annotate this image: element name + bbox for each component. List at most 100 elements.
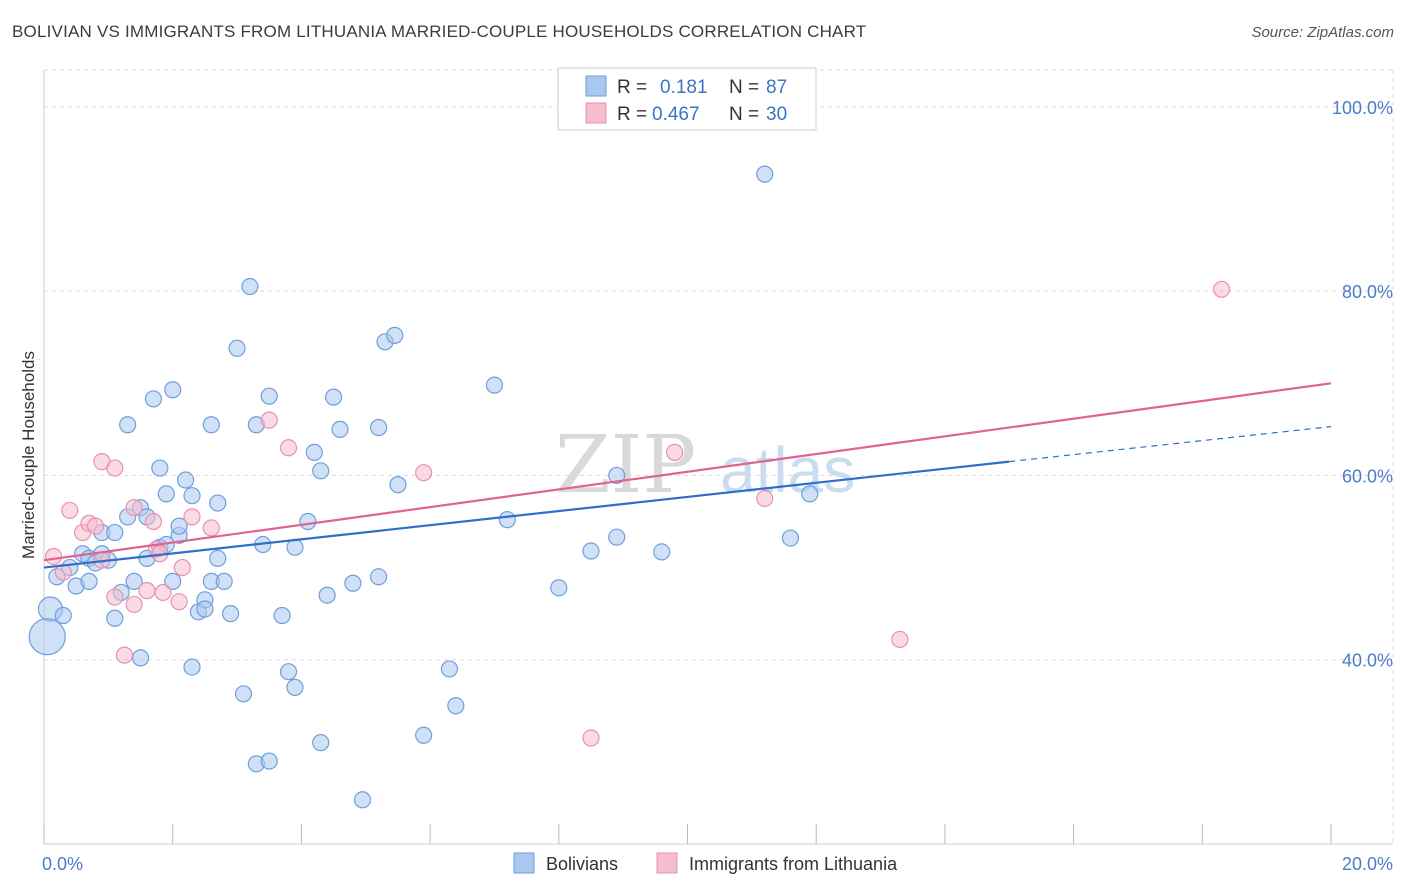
point-bolivians-79 xyxy=(653,543,671,561)
point-lithuania-0 xyxy=(45,547,63,566)
point-bolivians-13 xyxy=(106,523,124,542)
point-lithuania-11 xyxy=(125,595,143,614)
x-tick-label-1: 20.0% xyxy=(1342,854,1393,874)
point-bolivians-32 xyxy=(176,471,195,489)
point-bolivians-27 xyxy=(157,485,175,503)
point-bolivians-53 xyxy=(279,663,298,681)
point-lithuania-18 xyxy=(170,593,188,611)
legend-n-label-2: N = xyxy=(729,104,759,125)
point-bolivians-33 xyxy=(183,487,201,505)
legend-bottom-swatch-bolivians xyxy=(513,852,535,874)
point-lithuania-22 xyxy=(260,411,278,429)
point-bolivians-29 xyxy=(164,381,182,399)
point-bolivians-71 xyxy=(440,660,459,678)
legend-swatch-lithuania xyxy=(585,102,607,124)
data-points xyxy=(28,165,1231,809)
legend-top: R = 0.181 N = 87 R = 0.467 N = 30 xyxy=(557,67,817,131)
point-bolivians-2 xyxy=(54,606,72,625)
point-bolivians-42 xyxy=(215,572,233,590)
legend-r-value-1: 0.181 xyxy=(660,77,708,98)
watermark-zip: ZIP xyxy=(555,418,696,511)
x-tick-label-0: 0.0% xyxy=(42,854,83,874)
point-bolivians-59 xyxy=(312,734,330,752)
point-bolivians-52 xyxy=(273,606,291,625)
point-bolivians-76 xyxy=(582,542,600,560)
source-label: Source: ZipAtlas.com xyxy=(1251,24,1394,41)
point-bolivians-60 xyxy=(318,586,336,604)
point-bolivians-20 xyxy=(131,649,150,667)
point-bolivians-54 xyxy=(286,678,304,696)
trend-line-lithuania xyxy=(43,382,1332,562)
point-bolivians-44 xyxy=(228,339,246,357)
point-bolivians-50 xyxy=(260,387,278,405)
point-lithuania-1 xyxy=(54,563,72,581)
point-bolivians-34 xyxy=(183,658,201,676)
point-bolivians-66 xyxy=(370,568,388,586)
point-lithuania-29 xyxy=(1213,280,1231,298)
point-lithuania-17 xyxy=(154,583,172,602)
point-bolivians-63 xyxy=(344,574,362,592)
legend-r-label-1: R = xyxy=(617,77,647,98)
point-bolivians-73 xyxy=(485,376,504,394)
point-bolivians-58 xyxy=(312,462,330,480)
point-bolivians-69 xyxy=(389,476,407,494)
point-bolivians-77 xyxy=(608,466,626,485)
point-lithuania-27 xyxy=(756,489,774,508)
point-bolivians-40 xyxy=(209,494,227,512)
point-bolivians-68 xyxy=(386,326,404,344)
point-bolivians-41 xyxy=(209,549,227,567)
point-bolivians-62 xyxy=(331,420,349,438)
y-axis-label: Married-couple Households xyxy=(19,351,38,559)
axis-ticks: 40.0% 60.0% 80.0% 100.0% 0.0% 20.0% xyxy=(42,98,1393,874)
point-lithuania-28 xyxy=(891,630,909,649)
legend-n-value-1: 87 xyxy=(766,77,787,98)
point-bolivians-43 xyxy=(222,605,240,623)
point-bolivians-70 xyxy=(415,726,433,744)
point-bolivians-31 xyxy=(170,517,188,535)
y-tick-label-80: 80.0% xyxy=(1342,282,1393,302)
y-tick-label-100: 100.0% xyxy=(1332,98,1393,118)
point-bolivians-64 xyxy=(353,791,372,809)
point-bolivians-23 xyxy=(144,390,162,408)
chart-title: BOLIVIAN VS IMMIGRANTS FROM LITHUANIA MA… xyxy=(12,22,867,41)
y-tick-label-60: 60.0% xyxy=(1342,466,1393,486)
point-bolivians-57 xyxy=(305,443,323,461)
point-lithuania-2 xyxy=(61,501,79,520)
point-bolivians-74 xyxy=(498,511,516,529)
point-bolivians-16 xyxy=(119,416,137,434)
legend-bottom-label-bolivians: Bolivians xyxy=(546,854,618,874)
legend-bottom: Bolivians Immigrants from Lithuania xyxy=(513,852,898,874)
point-bolivians-46 xyxy=(241,277,259,296)
legend-n-value-2: 30 xyxy=(766,104,787,125)
trend-line-bolivians-extension xyxy=(1009,425,1332,463)
axes xyxy=(43,70,1393,845)
point-bolivians-82 xyxy=(781,529,800,547)
point-lithuania-20 xyxy=(183,508,201,526)
legend-bottom-swatch-lithuania xyxy=(656,852,678,874)
point-lithuania-13 xyxy=(138,582,156,600)
point-bolivians-14 xyxy=(106,609,124,627)
point-bolivians-81 xyxy=(801,485,819,503)
watermark-atlas: atlas xyxy=(720,434,855,506)
point-lithuania-14 xyxy=(144,512,162,531)
grid-lines xyxy=(44,69,1394,844)
point-lithuania-8 xyxy=(106,459,124,477)
point-bolivians-18 xyxy=(125,572,143,590)
point-bolivians-61 xyxy=(324,388,343,406)
point-bolivians-65 xyxy=(370,418,388,437)
point-bolivians-78 xyxy=(608,528,626,546)
point-lithuania-9 xyxy=(106,588,124,606)
point-lithuania-10 xyxy=(115,646,134,664)
point-bolivians-28 xyxy=(164,572,182,590)
point-bolivians-37 xyxy=(196,600,214,618)
point-lithuania-19 xyxy=(173,558,191,577)
point-bolivians-56 xyxy=(299,512,317,531)
point-bolivians-75 xyxy=(550,579,568,597)
point-lithuania-21 xyxy=(202,519,220,537)
legend-swatch-bolivians xyxy=(585,75,607,97)
point-bolivians-45 xyxy=(234,685,253,703)
point-bolivians-51 xyxy=(260,752,278,770)
point-bolivians-39 xyxy=(202,416,220,434)
point-bolivians-72 xyxy=(447,697,465,715)
point-bolivians-80 xyxy=(756,165,774,183)
